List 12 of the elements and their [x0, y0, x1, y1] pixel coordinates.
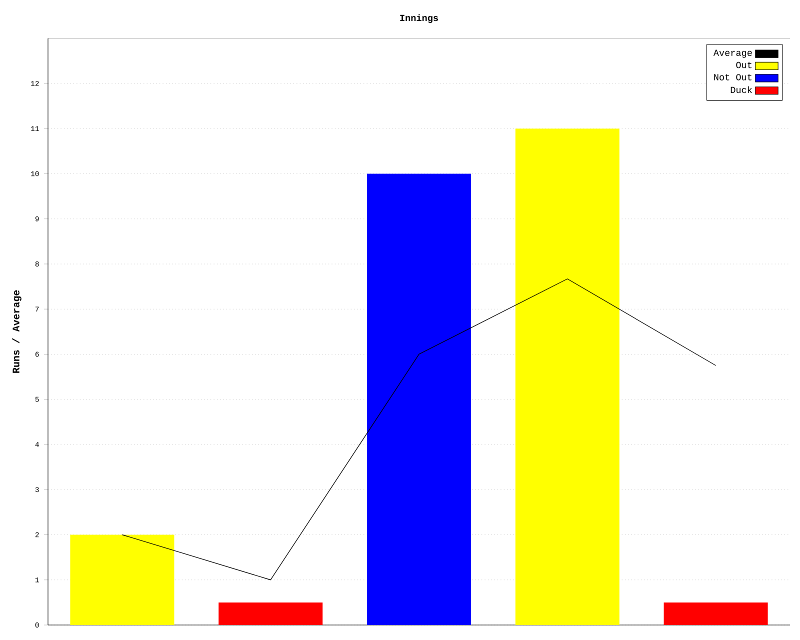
bar: [70, 534, 174, 625]
y-axis-title: Runs / Average: [12, 290, 22, 373]
line-series: [122, 278, 716, 580]
chart-title: Innings: [400, 14, 438, 24]
legend-label: Average: [713, 50, 752, 58]
bar: [218, 602, 323, 625]
legend-label: Duck: [730, 86, 752, 94]
bar: [515, 128, 620, 625]
legend-label: Not Out: [714, 74, 752, 80]
legend-label: Out: [736, 62, 752, 68]
bar: [664, 602, 768, 625]
bar: [367, 174, 472, 625]
